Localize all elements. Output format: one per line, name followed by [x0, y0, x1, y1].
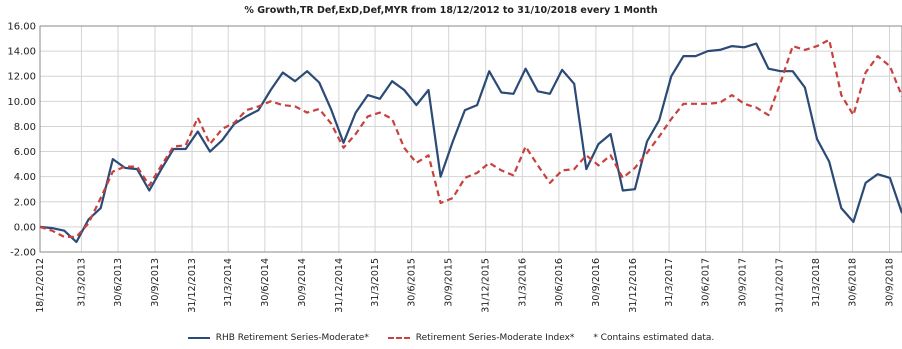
y-tick-label: 6.00	[14, 147, 36, 158]
series-line-1	[39, 42, 902, 244]
grid-lines	[39, 25, 902, 253]
y-tick-label: -2.00	[10, 248, 36, 259]
x-tick-label: 30/9/2017	[738, 258, 749, 307]
x-tick-label: 30/6/2013	[113, 258, 124, 307]
y-axis-ticks: -2.00 0.00 2.00 4.00 6.00 8.00 10.00 12.00 14.00…	[7, 22, 36, 259]
legend-label: Retirement Series-Moderate Index*	[415, 333, 575, 343]
x-axis-ticks: 18/12/2012 31/3/2013 30/6/2013 30/9/2013 31/…	[35, 258, 896, 313]
x-tick-label: 31/3/2013	[76, 258, 87, 307]
x-tick-label: 30/9/2018	[885, 258, 896, 307]
x-tick-label: 31/12/2016	[628, 258, 639, 313]
x-tick-label: 30/6/2015	[407, 258, 418, 307]
x-tick-label: 31/3/2015	[370, 258, 381, 307]
series-lines	[39, 38, 902, 244]
y-tick-label: 2.00	[14, 197, 36, 208]
x-tick-label: 31/3/2016	[517, 258, 528, 307]
legend-item-index: Retirement Series-Moderate Index*	[387, 333, 575, 343]
y-tick-label: 10.00	[7, 97, 36, 108]
legend: RHB Retirement Series-Moderate* Retireme…	[0, 333, 902, 344]
y-tick-label: 14.00	[7, 47, 36, 58]
x-tick-label: 31/3/2017	[664, 258, 675, 307]
chart-title: % Growth,TR Def,ExD,Def,MYR from 18/12/2…	[244, 5, 658, 16]
x-tick-label: 30/6/2017	[701, 258, 712, 307]
y-tick-label: 16.00	[7, 22, 36, 33]
x-tick-label: 31/12/2017	[775, 258, 786, 313]
legend-label: RHB Retirement Series-Moderate*	[215, 333, 369, 343]
legend-swatch-dashed	[387, 336, 410, 339]
y-tick-label: 8.00	[14, 122, 36, 133]
plot-border	[39, 25, 902, 253]
legend-note: * Contains estimated data.	[593, 333, 715, 343]
y-tick-label: 4.00	[14, 172, 36, 183]
series-line-2	[39, 38, 902, 238]
x-tick-label: 30/6/2018	[848, 258, 859, 307]
x-tick-label: 30/9/2016	[591, 258, 602, 307]
x-tick-label: 31/3/2014	[223, 258, 234, 307]
x-tick-label: 30/6/2014	[260, 258, 271, 307]
y-tick-label: 12.00	[7, 72, 36, 83]
x-tick-label: 30/9/2014	[297, 258, 308, 307]
x-tick-label: 31/12/2014	[334, 258, 345, 313]
legend-item-rhb-fund: RHB Retirement Series-Moderate*	[187, 333, 369, 343]
x-tick-label: 18/12/2012	[35, 258, 46, 313]
x-tick-label: 31/12/2015	[481, 258, 492, 313]
legend-swatch-solid	[187, 336, 210, 339]
x-tick-label: 31/3/2018	[811, 258, 822, 307]
y-tick-label: 0.00	[14, 222, 36, 233]
x-tick-label: 30/6/2016	[554, 258, 565, 307]
x-tick-label: 30/9/2013	[150, 258, 161, 307]
x-tick-label: 30/9/2015	[444, 258, 455, 307]
x-tick-label: 31/12/2013	[187, 258, 198, 313]
